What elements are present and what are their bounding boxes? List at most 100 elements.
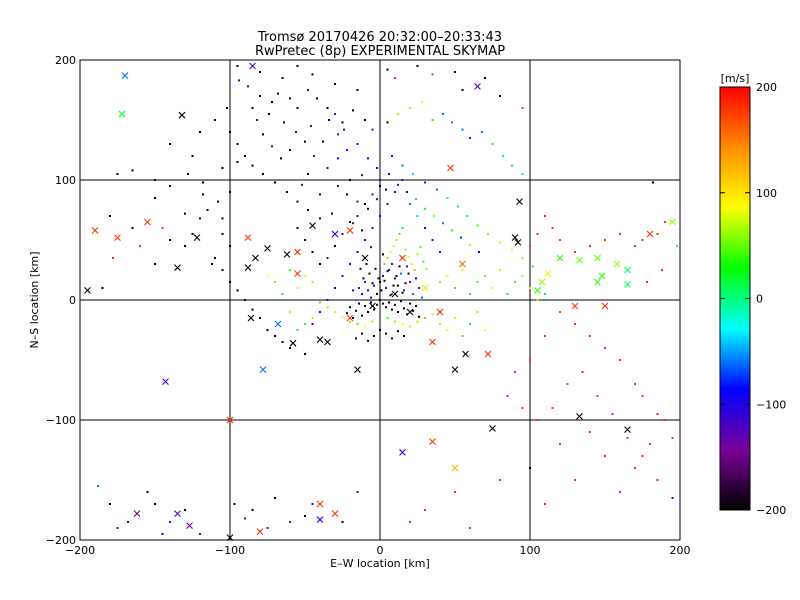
data-point-cross	[244, 264, 252, 271]
data-point-dot	[379, 329, 381, 331]
data-point-dot	[97, 485, 99, 487]
data-point-dot	[418, 287, 420, 289]
data-point-dot	[424, 207, 426, 210]
data-point-dot	[349, 306, 351, 309]
data-point-dot	[409, 203, 411, 205]
data-point-dot	[304, 275, 306, 277]
data-point-dot	[311, 503, 314, 505]
data-point-dot	[544, 503, 546, 505]
data-point-dot	[127, 521, 129, 523]
data-point-cross	[594, 278, 601, 286]
data-point-dot	[280, 157, 282, 160]
data-point-dot	[367, 289, 369, 292]
data-point-dot	[319, 217, 321, 220]
data-point-dot	[574, 251, 576, 253]
data-point-dot	[376, 167, 378, 169]
data-point-dot	[251, 509, 254, 511]
data-point-dot	[401, 179, 404, 181]
data-point-dot	[671, 497, 674, 499]
data-point-cross	[346, 314, 354, 322]
data-point-dot	[376, 198, 378, 201]
data-point-cross	[283, 251, 291, 258]
data-point-dot	[664, 221, 666, 223]
colorbar-tick-label: 200	[756, 81, 777, 94]
data-point-dot	[221, 269, 224, 271]
data-point-dot	[359, 267, 362, 270]
data-point-dot	[154, 263, 156, 265]
data-point-dot	[529, 245, 531, 247]
data-point-cross	[193, 234, 201, 241]
data-point-dot	[412, 293, 414, 295]
data-point-dot	[457, 205, 459, 208]
data-point-dot	[337, 185, 339, 187]
data-point-cross	[436, 308, 444, 316]
data-point-dot	[184, 245, 186, 247]
data-point-dot	[352, 317, 354, 319]
data-point-cross	[646, 230, 654, 238]
data-point-dot	[361, 174, 363, 177]
data-point-dot	[433, 215, 435, 217]
data-point-dot	[589, 245, 591, 247]
data-point-cross	[264, 245, 271, 252]
data-point-dot	[536, 299, 539, 301]
x-axis-label: E–W location [km]	[330, 557, 430, 570]
data-point-dot	[304, 239, 306, 241]
data-point-dot	[394, 77, 396, 79]
data-point-dot	[559, 443, 561, 445]
data-point-dot	[395, 275, 398, 277]
data-point-dot	[358, 287, 360, 289]
data-point-cross	[429, 438, 436, 445]
data-point-dot	[112, 257, 114, 259]
data-point-dot	[671, 437, 674, 439]
data-point-dot	[236, 65, 239, 67]
data-point-dot	[421, 296, 423, 299]
data-point-dot	[391, 308, 393, 311]
data-point-dot	[386, 121, 389, 124]
data-point-dot	[281, 293, 284, 295]
data-point-cross	[114, 234, 121, 241]
data-point-dot	[412, 309, 414, 312]
data-point-dot	[566, 383, 569, 385]
data-point-dot	[289, 521, 291, 523]
data-point-cross	[624, 281, 631, 288]
data-point-dot	[109, 215, 111, 217]
data-point-dot	[238, 79, 240, 82]
data-point-dot	[199, 131, 201, 133]
data-point-cross	[451, 464, 459, 472]
data-point-dot	[289, 347, 291, 349]
data-point-dot	[461, 335, 464, 337]
data-point-dot	[649, 443, 651, 445]
data-point-cross	[538, 278, 546, 286]
data-point-dot	[491, 287, 494, 289]
data-point-dot	[379, 185, 381, 187]
y-axis-label: N–S location [km]	[28, 251, 41, 348]
data-point-dot	[326, 257, 329, 259]
data-point-dot	[319, 263, 321, 265]
x-tick-label: −100	[215, 544, 245, 557]
data-point-dot	[373, 284, 375, 287]
data-point-dot	[307, 209, 309, 211]
data-point-cross	[289, 339, 297, 347]
data-point-dot	[406, 313, 408, 316]
data-point-cross	[534, 287, 541, 294]
data-point-dot	[214, 119, 216, 121]
data-point-dot	[259, 71, 261, 73]
data-point-dot	[529, 359, 531, 361]
data-point-dot	[416, 65, 419, 67]
data-point-dot	[368, 272, 371, 275]
data-point-dot	[358, 302, 360, 305]
data-point-dot	[161, 533, 164, 535]
data-point-dot	[379, 215, 381, 217]
data-point-dot	[326, 299, 329, 301]
data-point-dot	[247, 85, 249, 88]
data-point-dot	[199, 533, 201, 535]
data-point-dot	[371, 320, 374, 323]
data-point-dot	[289, 269, 291, 271]
data-point-dot	[334, 83, 336, 85]
data-point-dot	[379, 299, 381, 301]
data-point-dot	[521, 275, 524, 277]
data-point-cross	[331, 510, 339, 517]
data-point-dot	[364, 203, 366, 205]
data-point-cross	[84, 287, 91, 294]
data-point-dot	[226, 107, 228, 109]
